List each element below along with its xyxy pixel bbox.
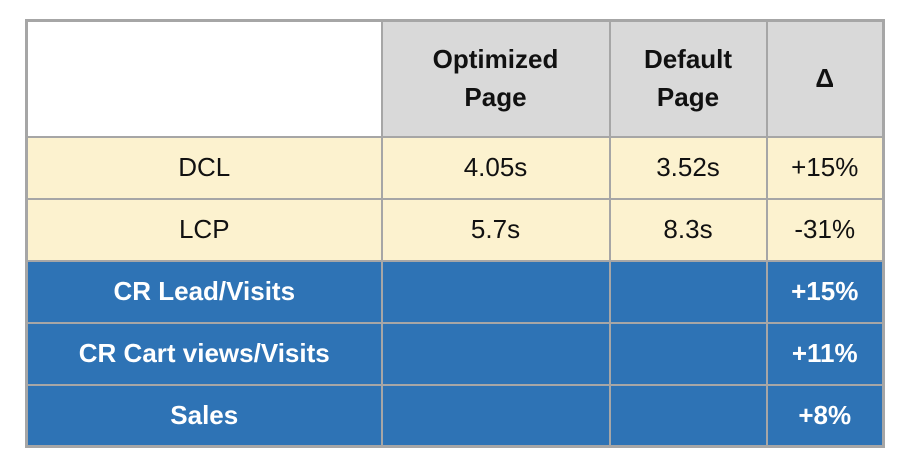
header-delta: Δ xyxy=(765,19,885,138)
delta-value: +15% xyxy=(765,135,885,200)
row-label: Sales xyxy=(25,383,383,448)
default-value xyxy=(608,383,768,448)
table-row-lcp: LCP 5.7s 8.3s -31% xyxy=(25,197,885,262)
table-row-cr-cart-views-visits: CR Cart views/Visits +11% xyxy=(25,321,885,386)
optimized-value: 5.7s xyxy=(380,197,611,262)
delta-value: +8% xyxy=(765,383,885,448)
row-label: LCP xyxy=(25,197,383,262)
optimized-value xyxy=(380,259,611,324)
header-default-page: Default Page xyxy=(608,19,768,138)
row-label: CR Lead/Visits xyxy=(25,259,383,324)
optimized-value: 4.05s xyxy=(380,135,611,200)
default-value xyxy=(608,321,768,386)
delta-value: +11% xyxy=(765,321,885,386)
table-row-cr-lead-visits: CR Lead/Visits +15% xyxy=(25,259,885,324)
header-optimized-page: Optimized Page xyxy=(380,19,611,138)
row-label: CR Cart views/Visits xyxy=(25,321,383,386)
default-value: 3.52s xyxy=(608,135,768,200)
table-row-dcl: DCL 4.05s 3.52s +15% xyxy=(25,135,885,200)
results-table: Optimized Page Default Page Δ DCL 4.05s … xyxy=(25,19,885,448)
table-row-sales: Sales +8% xyxy=(25,383,885,448)
default-value: 8.3s xyxy=(608,197,768,262)
table-header-row: Optimized Page Default Page Δ xyxy=(25,19,885,138)
optimized-value xyxy=(380,383,611,448)
row-label: DCL xyxy=(25,135,383,200)
default-value xyxy=(608,259,768,324)
delta-value: -31% xyxy=(765,197,885,262)
delta-value: +15% xyxy=(765,259,885,324)
header-blank-cell xyxy=(25,19,383,138)
optimized-value xyxy=(380,321,611,386)
